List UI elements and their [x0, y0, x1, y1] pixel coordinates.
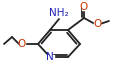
Text: O: O — [93, 19, 101, 29]
Bar — [52, 10, 66, 16]
Bar — [46, 55, 53, 59]
Text: O: O — [80, 2, 88, 12]
Text: N: N — [46, 52, 54, 62]
Text: O: O — [18, 39, 26, 49]
Text: NH₂: NH₂ — [49, 8, 69, 18]
Bar — [94, 22, 100, 26]
Bar — [19, 41, 25, 47]
Bar — [82, 4, 86, 10]
